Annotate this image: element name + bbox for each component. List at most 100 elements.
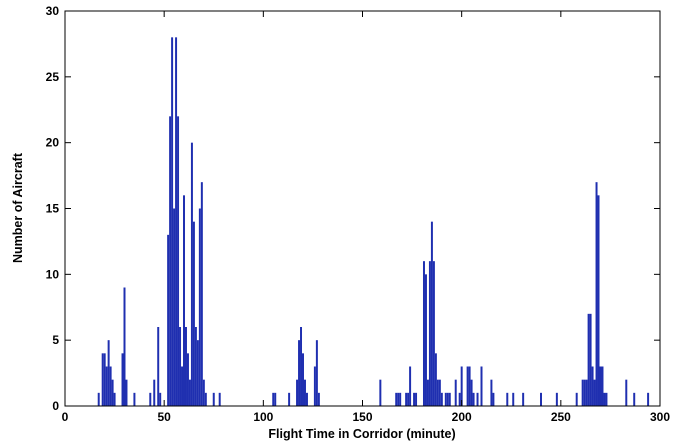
y-tick-label: 25 — [46, 70, 60, 84]
bar — [302, 353, 304, 406]
bar — [492, 392, 495, 406]
bar — [123, 287, 126, 406]
bar — [454, 379, 457, 406]
bar — [466, 366, 469, 406]
bar — [149, 392, 152, 406]
bar — [315, 340, 318, 406]
bar — [395, 392, 398, 406]
bar — [599, 366, 602, 406]
bar — [296, 379, 299, 406]
y-tick-label: 0 — [52, 399, 59, 413]
bar — [647, 392, 650, 406]
plot-frame — [64, 10, 661, 407]
bar — [506, 392, 509, 406]
bar — [125, 379, 128, 406]
bar — [413, 392, 416, 406]
bar — [179, 327, 182, 406]
bar — [446, 392, 449, 406]
bar — [430, 221, 433, 406]
bar — [583, 379, 586, 406]
bar — [587, 313, 590, 406]
bar — [458, 392, 461, 406]
bar — [436, 379, 439, 406]
x-tick-label: 300 — [650, 410, 670, 424]
bar — [113, 392, 116, 406]
y-tick-label: 30 — [46, 4, 60, 18]
x-tick-label: 250 — [551, 410, 571, 424]
bar — [603, 392, 606, 406]
bar — [476, 392, 479, 406]
bar — [379, 379, 382, 406]
bar — [200, 182, 203, 406]
bar — [399, 392, 402, 406]
bar — [448, 392, 451, 406]
bar — [575, 392, 578, 406]
bar — [157, 327, 160, 406]
x-tick-label: 0 — [62, 410, 69, 424]
bar — [300, 327, 303, 406]
x-tick-label: 150 — [352, 410, 372, 424]
bar — [303, 379, 306, 406]
bar — [490, 379, 493, 406]
bar — [167, 234, 170, 406]
bar — [407, 392, 410, 406]
bar — [585, 379, 588, 406]
bar — [159, 392, 162, 406]
bar — [190, 142, 193, 406]
bar — [422, 261, 425, 406]
bar — [218, 392, 221, 406]
bar — [405, 392, 408, 406]
bar — [432, 261, 435, 406]
bar — [204, 392, 207, 406]
bar — [440, 392, 443, 406]
bar — [173, 208, 176, 406]
bar — [589, 313, 592, 406]
bar — [522, 392, 525, 406]
bar — [105, 366, 108, 406]
y-axis-label: Number of Aircraft — [11, 152, 25, 263]
axis-ticks: 0 50 100 150 200 250 300 0 5 10 15 20 25 30 — [46, 4, 671, 424]
bar — [444, 392, 447, 406]
bar — [274, 392, 277, 406]
bar — [196, 340, 199, 406]
bar — [633, 392, 636, 406]
bar — [581, 379, 584, 406]
bar — [470, 379, 473, 406]
y-tick-label: 15 — [46, 202, 60, 216]
bar — [426, 379, 429, 406]
bar — [188, 379, 191, 406]
bar — [625, 379, 628, 406]
bar — [601, 366, 604, 406]
bar — [183, 195, 185, 406]
bar — [591, 366, 594, 406]
bar-series — [97, 37, 650, 406]
bar — [409, 366, 412, 406]
bar — [121, 353, 124, 406]
bar — [109, 366, 112, 406]
bar — [181, 366, 184, 406]
bar — [595, 182, 598, 406]
bar — [184, 327, 187, 406]
bar — [212, 392, 215, 406]
bar — [317, 392, 320, 406]
bar — [288, 392, 291, 406]
bar — [298, 340, 301, 406]
bar — [103, 353, 106, 406]
bar — [202, 379, 205, 406]
bar — [305, 392, 308, 406]
bar — [605, 392, 608, 406]
bar — [438, 379, 441, 406]
bar — [540, 392, 542, 406]
bar — [415, 392, 418, 406]
bar — [133, 392, 136, 406]
bar — [186, 353, 189, 406]
bar — [192, 221, 195, 406]
bar — [107, 340, 110, 406]
bar — [194, 327, 197, 406]
bar — [153, 379, 156, 406]
bar — [434, 353, 437, 406]
bar — [480, 366, 483, 406]
y-tick-label: 5 — [52, 333, 59, 347]
